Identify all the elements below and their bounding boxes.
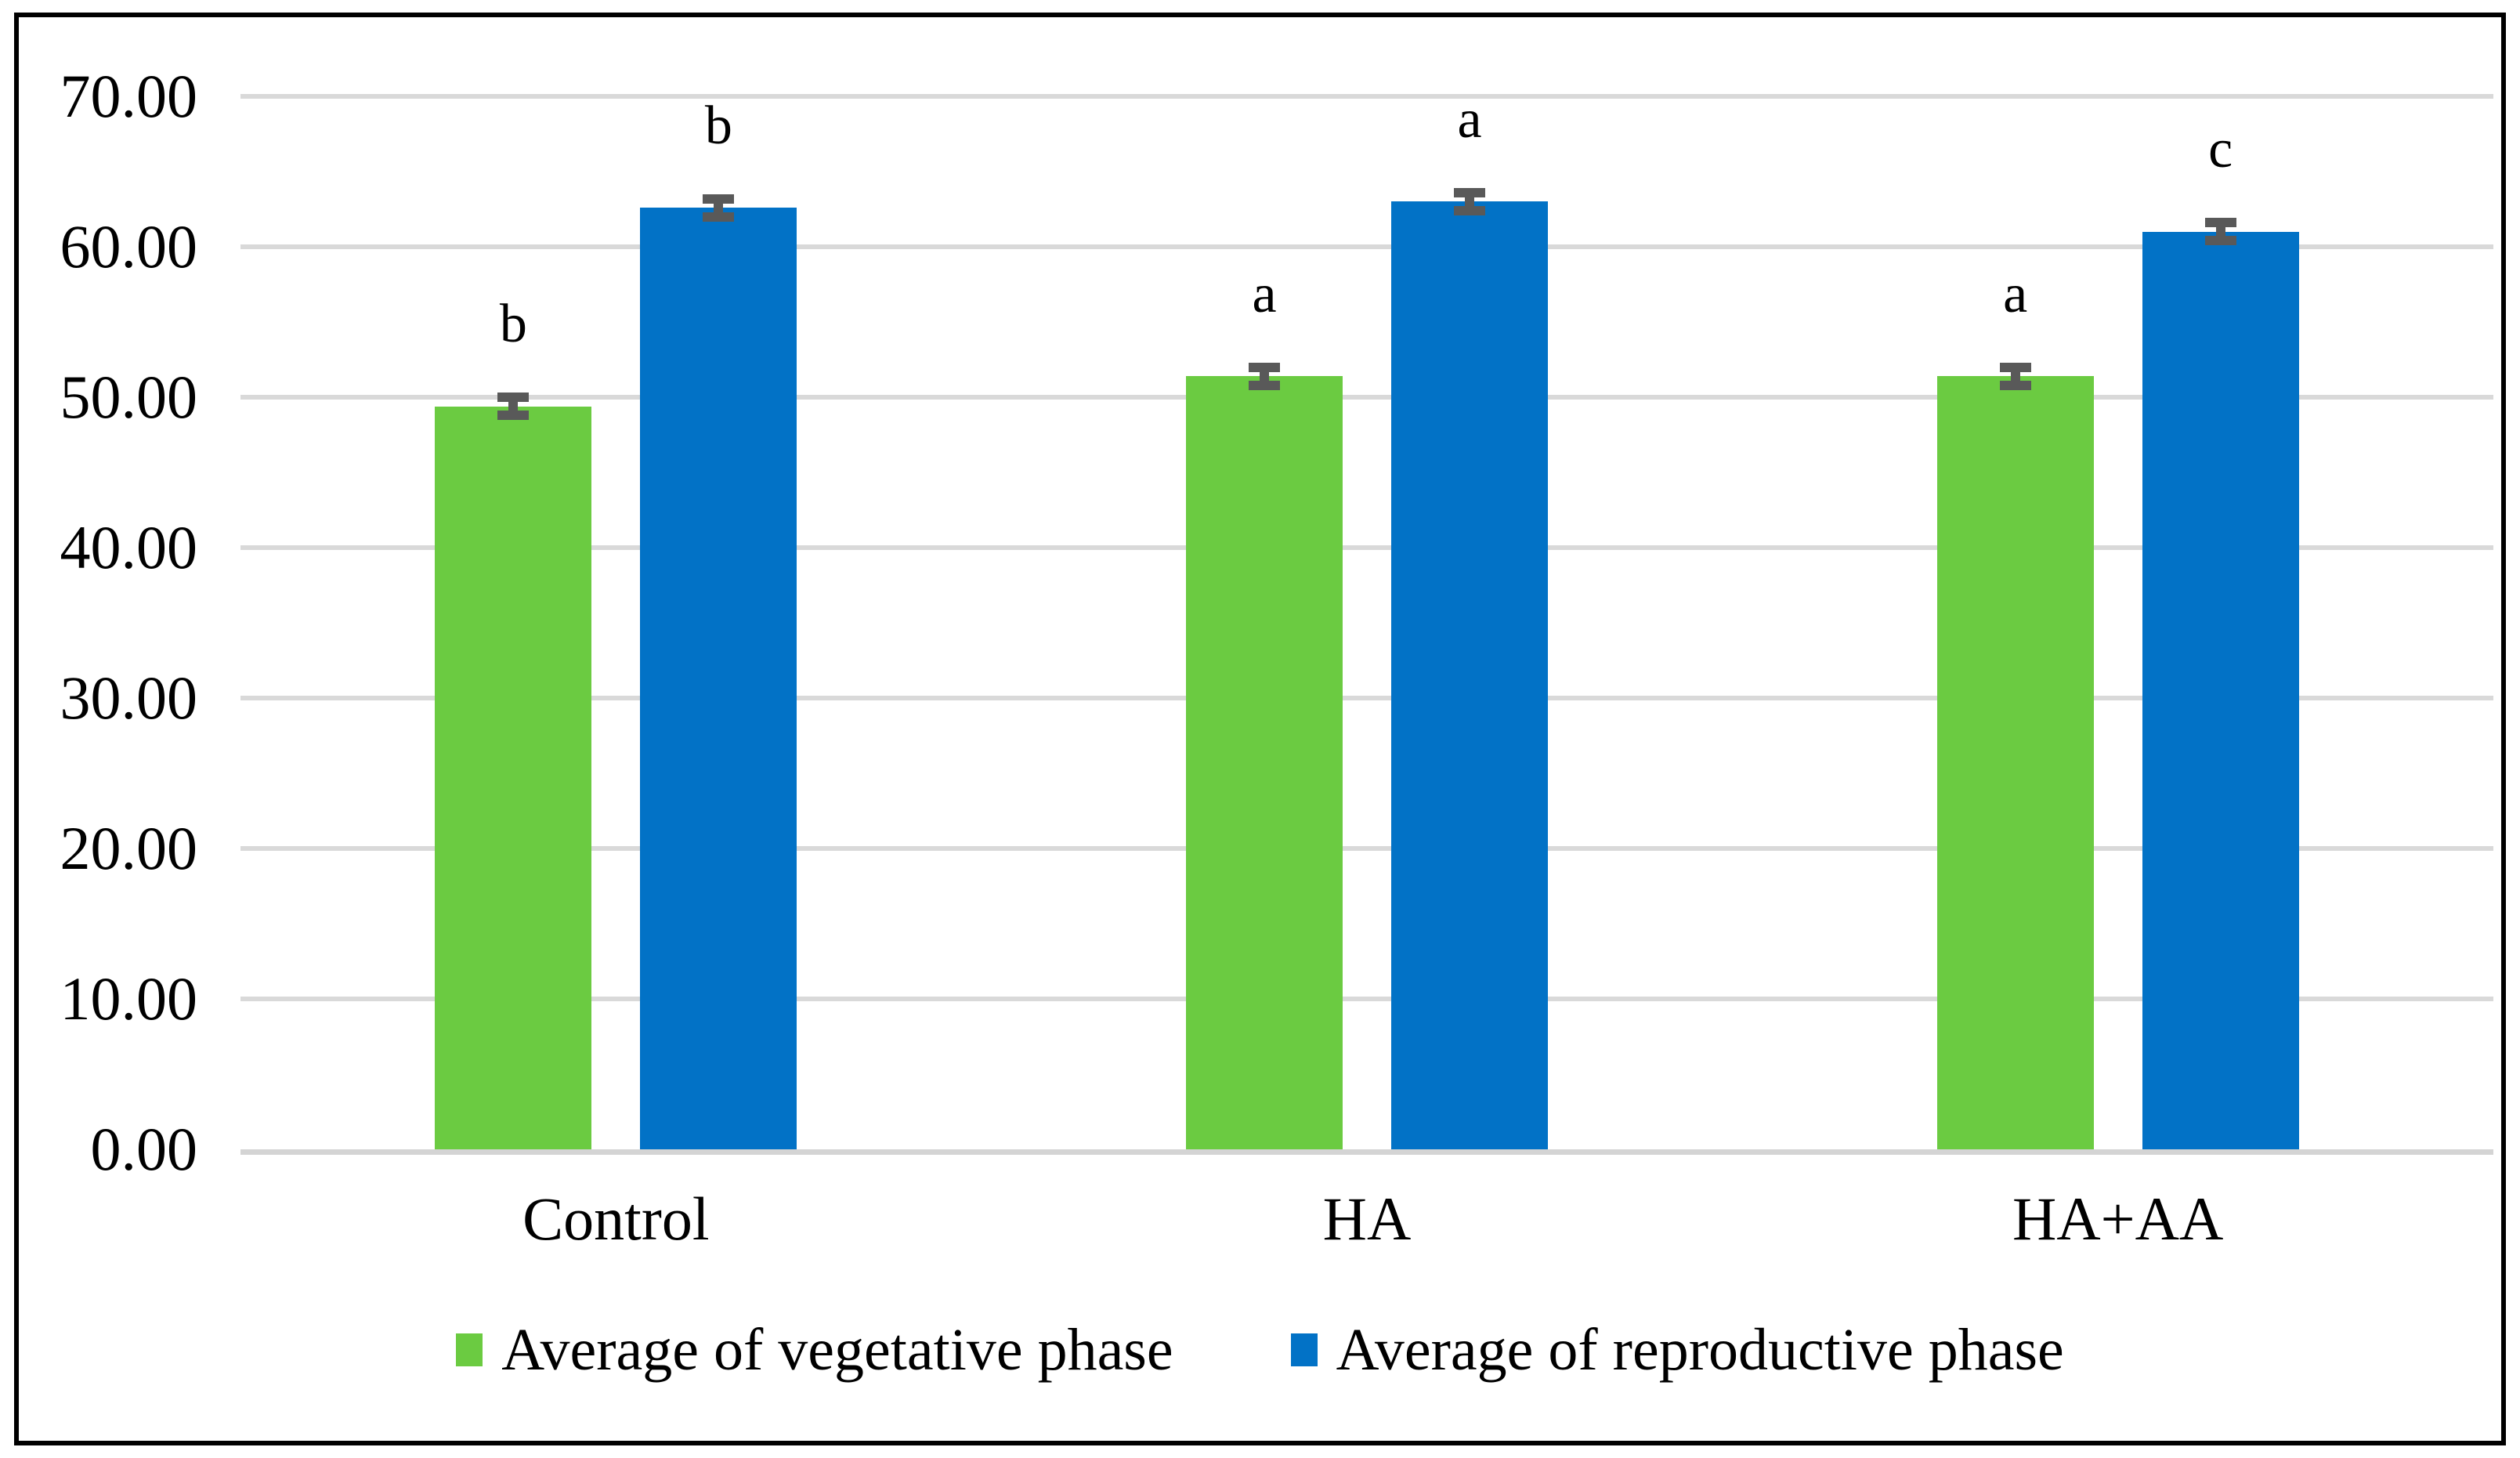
gridline-20 — [240, 846, 2493, 851]
x-category-label-ha-aa: HA+AA — [2012, 1185, 2224, 1253]
bar-vegetative-ha — [1186, 376, 1343, 1149]
y-tick-label-60-00: 60.00 — [60, 212, 198, 280]
x-category-label-ha: HA — [1322, 1185, 1412, 1253]
legend-item-average-of-vegetative-phase: Average of vegetative phase — [456, 1320, 1173, 1380]
error-bar-vegetative-ha — [1249, 362, 1280, 390]
error-bar-stem — [1260, 362, 1269, 390]
significance-letter-ha-aa-reproductive: c — [2208, 119, 2233, 180]
legend-label-average-of-vegetative-phase: Average of vegetative phase — [501, 1317, 1173, 1383]
significance-letter-ha-vegetative: a — [1252, 263, 1277, 324]
error-bar-reproductive-ha-aa — [2204, 218, 2236, 246]
x-axis-line — [240, 1149, 2493, 1155]
significance-letter-ha-reproductive: a — [1457, 89, 1482, 150]
bar-reproductive-ha-aa — [2142, 231, 2299, 1149]
y-tick-label-50-00: 50.00 — [60, 363, 198, 431]
y-tick-label-70-00: 70.00 — [60, 62, 198, 130]
error-bar-reproductive-control — [703, 194, 735, 222]
gridline-10 — [240, 997, 2493, 1001]
chart-legend: Average of vegetative phase Average of re… — [0, 1307, 2520, 1393]
error-bar-stem — [1465, 187, 1474, 215]
legend-label-average-of-reproductive-phase: Average of reproductive phase — [1336, 1317, 2064, 1383]
error-bar-stem — [2010, 362, 2020, 390]
error-bar-vegetative-ha-aa — [1999, 362, 2031, 390]
y-tick-label-10-00: 10.00 — [60, 964, 198, 1033]
gridline-60 — [240, 244, 2493, 249]
y-tick-label-0-00: 0.00 — [90, 1115, 198, 1183]
gridline-40 — [240, 545, 2493, 550]
significance-letter-control-reproductive: b — [704, 95, 732, 156]
gridline-50 — [240, 395, 2493, 400]
gridline-70 — [240, 94, 2493, 99]
bar-reproductive-ha — [1391, 201, 1548, 1149]
y-tick-label-40-00: 40.00 — [60, 513, 198, 581]
y-tick-label-30-00: 30.00 — [60, 664, 198, 732]
legend-swatch-average-of-reproductive-phase — [1290, 1333, 1318, 1366]
significance-letter-ha-aa-vegetative: a — [2003, 263, 2028, 324]
bar-reproductive-control — [640, 208, 797, 1149]
bar-vegetative-control — [435, 406, 592, 1149]
gridline-30 — [240, 696, 2493, 700]
error-bar-stem — [2215, 218, 2225, 246]
error-bar-reproductive-ha — [1454, 187, 1485, 215]
x-category-label-control: Control — [522, 1185, 710, 1253]
error-bar-stem — [714, 194, 724, 222]
error-bar-vegetative-control — [497, 393, 530, 421]
legend-item-average-of-reproductive-phase: Average of reproductive phase — [1290, 1317, 2064, 1383]
bar-vegetative-ha-aa — [1936, 376, 2094, 1149]
legend-swatch-average-of-vegetative-phase — [456, 1333, 483, 1366]
significance-letter-control-vegetative: b — [499, 294, 527, 354]
y-tick-label-20-00: 20.00 — [60, 814, 198, 882]
error-bar-stem — [508, 393, 519, 421]
